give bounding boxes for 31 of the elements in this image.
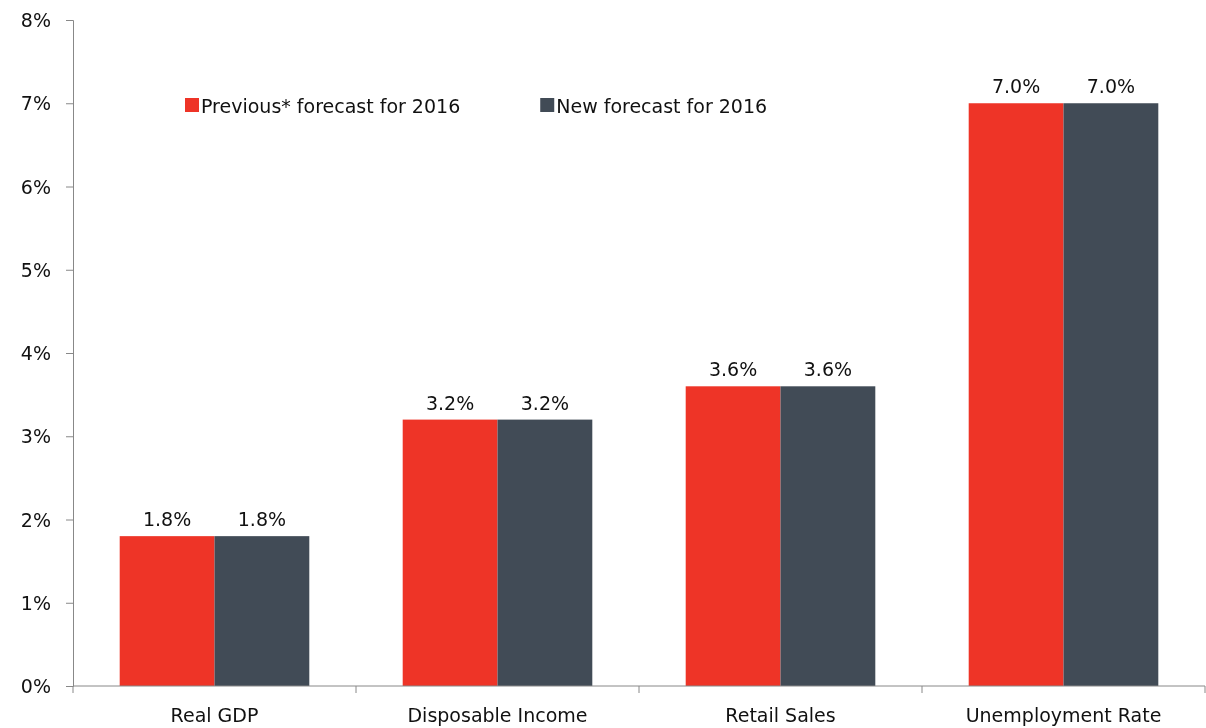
data-label: 1.8% — [237, 508, 287, 531]
bar — [780, 386, 876, 686]
bar — [1063, 103, 1159, 686]
data-label: 3.6% — [803, 358, 853, 381]
x-tick-label: Real GDP — [170, 704, 259, 726]
x-tick-label: Unemployment Rate — [965, 704, 1162, 726]
y-tick-label: 0% — [20, 675, 51, 698]
data-label: 3.6% — [708, 358, 758, 381]
x-tick-label: Disposable Income — [407, 704, 588, 726]
bar — [119, 536, 215, 686]
y-tick-label: 7% — [20, 92, 51, 115]
x-tick-label: Retail Sales — [725, 704, 836, 726]
y-tick-label: 1% — [20, 591, 51, 614]
bar — [685, 386, 781, 686]
bar — [214, 536, 310, 686]
data-label: 7.0% — [1086, 75, 1136, 98]
y-tick-label: 5% — [20, 258, 51, 281]
data-label: 7.0% — [991, 75, 1041, 98]
data-label: 3.2% — [520, 391, 570, 414]
bar — [968, 103, 1064, 686]
y-tick-label: 6% — [20, 175, 51, 198]
legend-label: New forecast for 2016 — [556, 94, 768, 117]
y-tick-label: 3% — [20, 425, 51, 448]
data-label: 1.8% — [142, 508, 192, 531]
y-tick-label: 2% — [20, 508, 51, 531]
bar — [402, 419, 498, 686]
data-label: 3.2% — [425, 391, 475, 414]
y-tick-label: 8% — [20, 9, 51, 32]
bar — [497, 419, 593, 686]
legend-label: Previous* forecast for 2016 — [201, 94, 461, 117]
y-tick-label: 4% — [20, 342, 51, 365]
